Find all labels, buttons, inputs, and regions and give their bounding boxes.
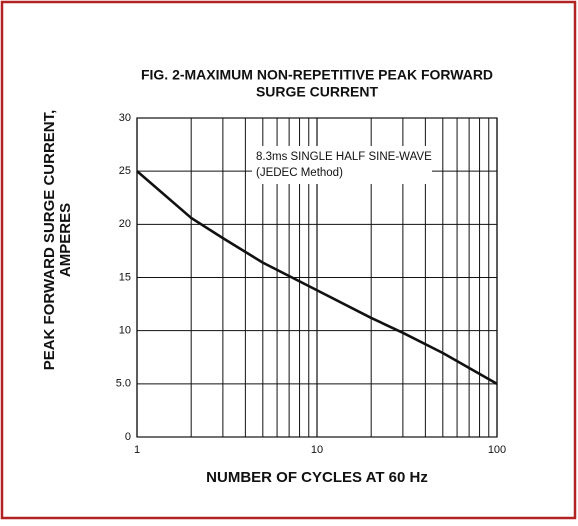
y-axis-label: PEAK FORWARD SURGE CURRENT,	[41, 110, 58, 371]
y-tick-label: 25	[119, 165, 131, 177]
x-tick-label: 1	[134, 444, 140, 456]
y-tick-label: 30	[119, 112, 131, 124]
chart-title: SURGE CURRENT	[256, 84, 379, 100]
y-axis-label: AMPERES	[57, 203, 74, 277]
x-tick-label: 100	[488, 444, 506, 456]
plot-area: 8.3ms SINGLE HALF SINE-WAVE (JEDEC Method…	[136, 117, 498, 438]
x-axis-label: NUMBER OF CYCLES AT 60 Hz	[206, 469, 428, 486]
x-tick-label: 10	[311, 444, 323, 456]
data-line	[136, 170, 498, 385]
annotation: (JEDEC Method)	[256, 167, 343, 179]
annotation-box	[252, 146, 432, 184]
y-tick-label: 20	[119, 218, 131, 230]
y-tick-label: 5.0	[116, 378, 131, 390]
annotation: 8.3ms SINGLE HALF SINE-WAVE	[256, 151, 432, 163]
y-tick-label: 10	[119, 325, 131, 337]
y-tick-label: 0	[125, 431, 131, 443]
chart-title: FIG. 2-MAXIMUM NON-REPETITIVE PEAK FORWA…	[141, 67, 493, 83]
y-tick-label: 15	[119, 271, 131, 283]
